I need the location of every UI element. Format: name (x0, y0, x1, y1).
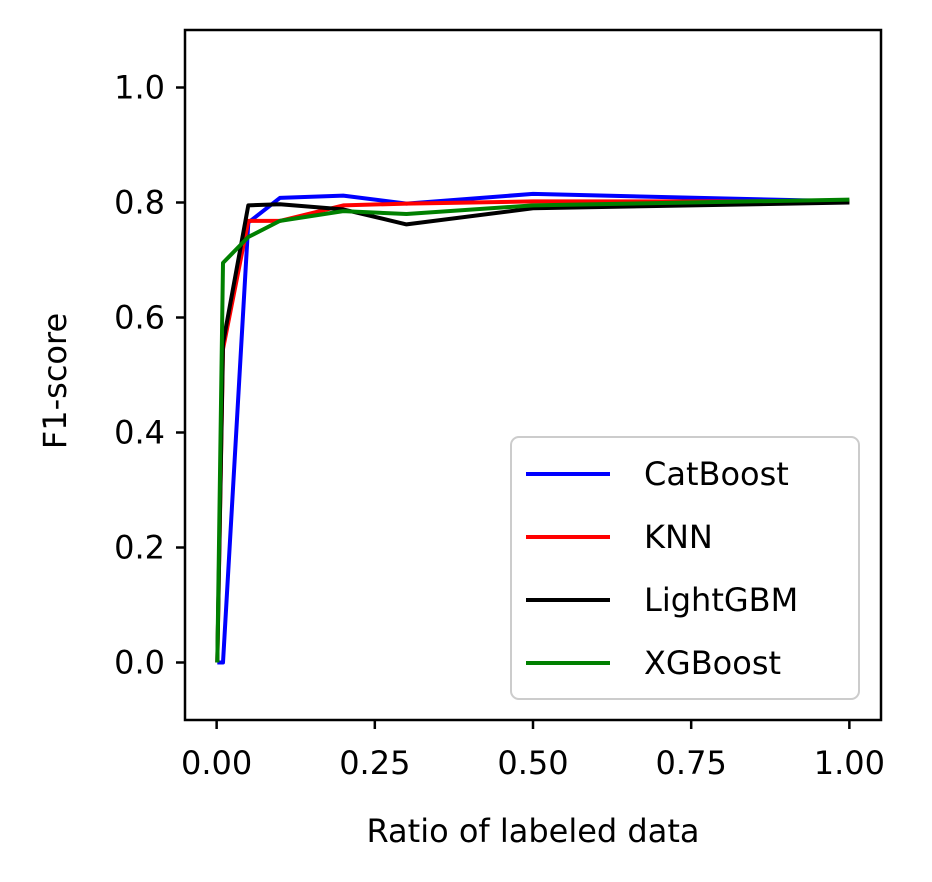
x-axis-label: Ratio of labeled data (367, 812, 700, 850)
x-tick-label: 0.75 (656, 744, 727, 782)
series-line-catboost (217, 191, 850, 665)
legend-label-lightgbm: LightGBM (644, 581, 798, 619)
series-line-lightgbm (215, 200, 850, 663)
legend: CatBoost KNN LightGBM XGBoost (510, 436, 860, 700)
series-layer (215, 191, 850, 665)
legend-entries: CatBoost KNN LightGBM XGBoost (526, 455, 798, 682)
x-tick-label: 1.00 (814, 744, 885, 782)
y-tick-label: 0.6 (114, 299, 165, 337)
y-axis-label: F1-score (36, 313, 74, 449)
x-tick-label: 0.50 (497, 744, 568, 782)
y-tick-label: 0.0 (114, 644, 165, 682)
legend-label-xgboost: XGBoost (644, 644, 781, 682)
y-axis-ticks: 0.0 0.2 0.4 0.6 0.8 1.0 (114, 69, 185, 682)
series-line-xgboost (215, 197, 850, 663)
legend-label-catboost: CatBoost (644, 455, 789, 493)
y-tick-label: 0.4 (114, 414, 165, 452)
legend-label-knn: KNN (644, 518, 713, 556)
y-tick-label: 0.2 (114, 529, 165, 567)
y-tick-label: 0.8 (114, 184, 165, 222)
legend-box (510, 436, 860, 700)
y-tick-label: 1.0 (114, 69, 165, 107)
x-axis-ticks: 0.00 0.25 0.50 0.75 1.00 (181, 720, 885, 782)
x-tick-label: 0.00 (181, 744, 252, 782)
x-tick-label: 0.25 (339, 744, 410, 782)
